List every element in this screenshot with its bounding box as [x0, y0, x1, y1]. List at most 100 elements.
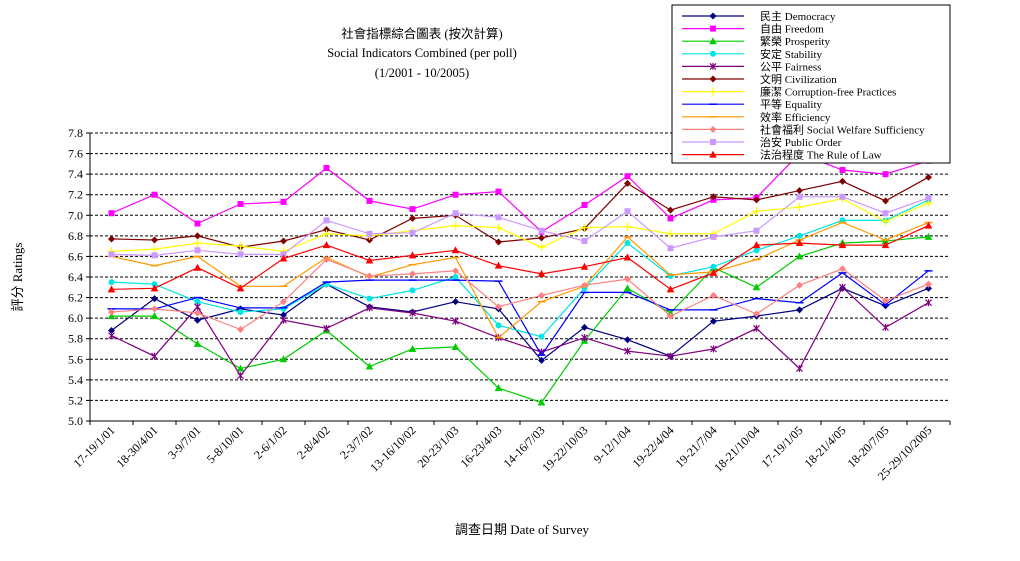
legend-item: 民主 Democracy	[682, 10, 836, 23]
data-point	[366, 236, 373, 244]
data-point	[323, 256, 330, 264]
legend-item: 社會福利 Social Welfare Sufficiency	[682, 122, 925, 136]
data-point	[194, 232, 201, 240]
legend-label: 治安 Public Order	[760, 135, 842, 149]
series-line	[111, 176, 929, 248]
y-tick-label: 5.0	[68, 414, 83, 428]
legend-item: 公平 Fairness	[682, 61, 821, 73]
legend-label: 社會福利 Social Welfare Sufficiency	[760, 122, 925, 136]
data-point	[151, 295, 158, 303]
data-point	[624, 208, 631, 215]
data-point	[752, 241, 761, 249]
data-point	[796, 187, 803, 195]
data-point	[108, 279, 115, 286]
data-point	[151, 252, 158, 259]
data-point	[667, 215, 674, 222]
data-point	[193, 263, 202, 271]
x-axis-label: 調查日期 Date of Survey	[455, 522, 589, 537]
data-point	[194, 247, 201, 254]
data-point	[581, 323, 588, 331]
y-tick-label: 7.4	[68, 167, 83, 181]
data-point	[495, 238, 502, 246]
data-point	[624, 179, 631, 187]
data-point	[796, 306, 803, 314]
data-point	[882, 297, 889, 305]
data-point	[882, 197, 889, 205]
legend-label: 公平 Fairness	[760, 61, 821, 73]
data-point	[581, 202, 588, 208]
data-point	[151, 352, 158, 360]
data-point	[581, 334, 588, 342]
legend-label: 效率 Efficiency	[760, 110, 831, 124]
y-tick-label: 7.2	[68, 188, 83, 202]
legend-item: 繁榮 Prosperity	[682, 34, 830, 48]
data-point	[925, 173, 932, 181]
data-point	[839, 167, 846, 174]
data-point	[667, 245, 674, 252]
y-tick-label: 5.4	[68, 373, 83, 387]
chart-title-line-3: (1/2001 - 10/2005)	[375, 66, 469, 80]
legend-item: 效率 Efficiency	[682, 110, 831, 124]
data-point	[882, 323, 889, 331]
legend-marker	[709, 150, 717, 158]
data-point	[409, 287, 416, 294]
data-point	[451, 221, 460, 230]
data-point	[236, 284, 245, 292]
data-point	[752, 283, 761, 291]
x-tick-label: 9-12/1/04	[591, 423, 634, 466]
chart-title-line-1: 社會指標綜合圖表 (按次計算)	[341, 26, 502, 41]
data-point	[409, 309, 416, 317]
data-point	[537, 243, 546, 252]
data-point	[452, 317, 459, 325]
data-point	[365, 362, 374, 370]
data-point	[924, 221, 933, 229]
series-12	[107, 221, 933, 293]
series-lines	[107, 150, 933, 406]
data-point	[451, 342, 460, 350]
data-point	[538, 234, 545, 242]
data-point	[796, 232, 803, 239]
data-point	[452, 274, 459, 280]
y-axis-label: 評分 Ratings	[10, 243, 25, 312]
data-point	[924, 232, 933, 240]
data-point	[409, 270, 416, 278]
legend-marker	[709, 62, 717, 70]
data-point	[323, 217, 330, 224]
legend-item: 平等 Equality	[682, 97, 823, 111]
series-line	[111, 225, 929, 290]
data-point	[623, 222, 632, 231]
data-point	[280, 298, 287, 306]
x-tick-label: 18-21/10/04	[711, 423, 762, 474]
data-point	[710, 345, 717, 353]
data-point	[839, 283, 846, 291]
data-point	[495, 188, 502, 195]
data-point	[839, 193, 846, 200]
data-point	[280, 316, 287, 324]
data-point	[452, 298, 459, 306]
data-point	[237, 308, 244, 315]
y-tick-label: 5.6	[68, 352, 83, 366]
data-point	[323, 324, 330, 332]
data-point	[194, 298, 201, 305]
series-line	[111, 199, 929, 338]
data-point	[581, 238, 588, 244]
data-point	[194, 316, 201, 324]
x-tick-label: 2-3/7/02	[337, 423, 376, 462]
data-point	[151, 281, 158, 288]
data-point	[580, 262, 589, 270]
series-8	[107, 270, 933, 357]
data-point	[752, 207, 761, 216]
data-point	[667, 352, 674, 360]
data-point	[408, 345, 417, 352]
x-tick-label: 17-19/1/05	[758, 423, 805, 470]
legend-item: 治安 Public Order	[682, 135, 842, 149]
gridlines	[90, 132, 950, 401]
data-point	[710, 193, 717, 201]
data-point	[581, 281, 588, 289]
series-line	[111, 152, 929, 233]
data-point	[667, 206, 674, 214]
data-point	[753, 310, 760, 318]
data-point	[753, 247, 760, 254]
